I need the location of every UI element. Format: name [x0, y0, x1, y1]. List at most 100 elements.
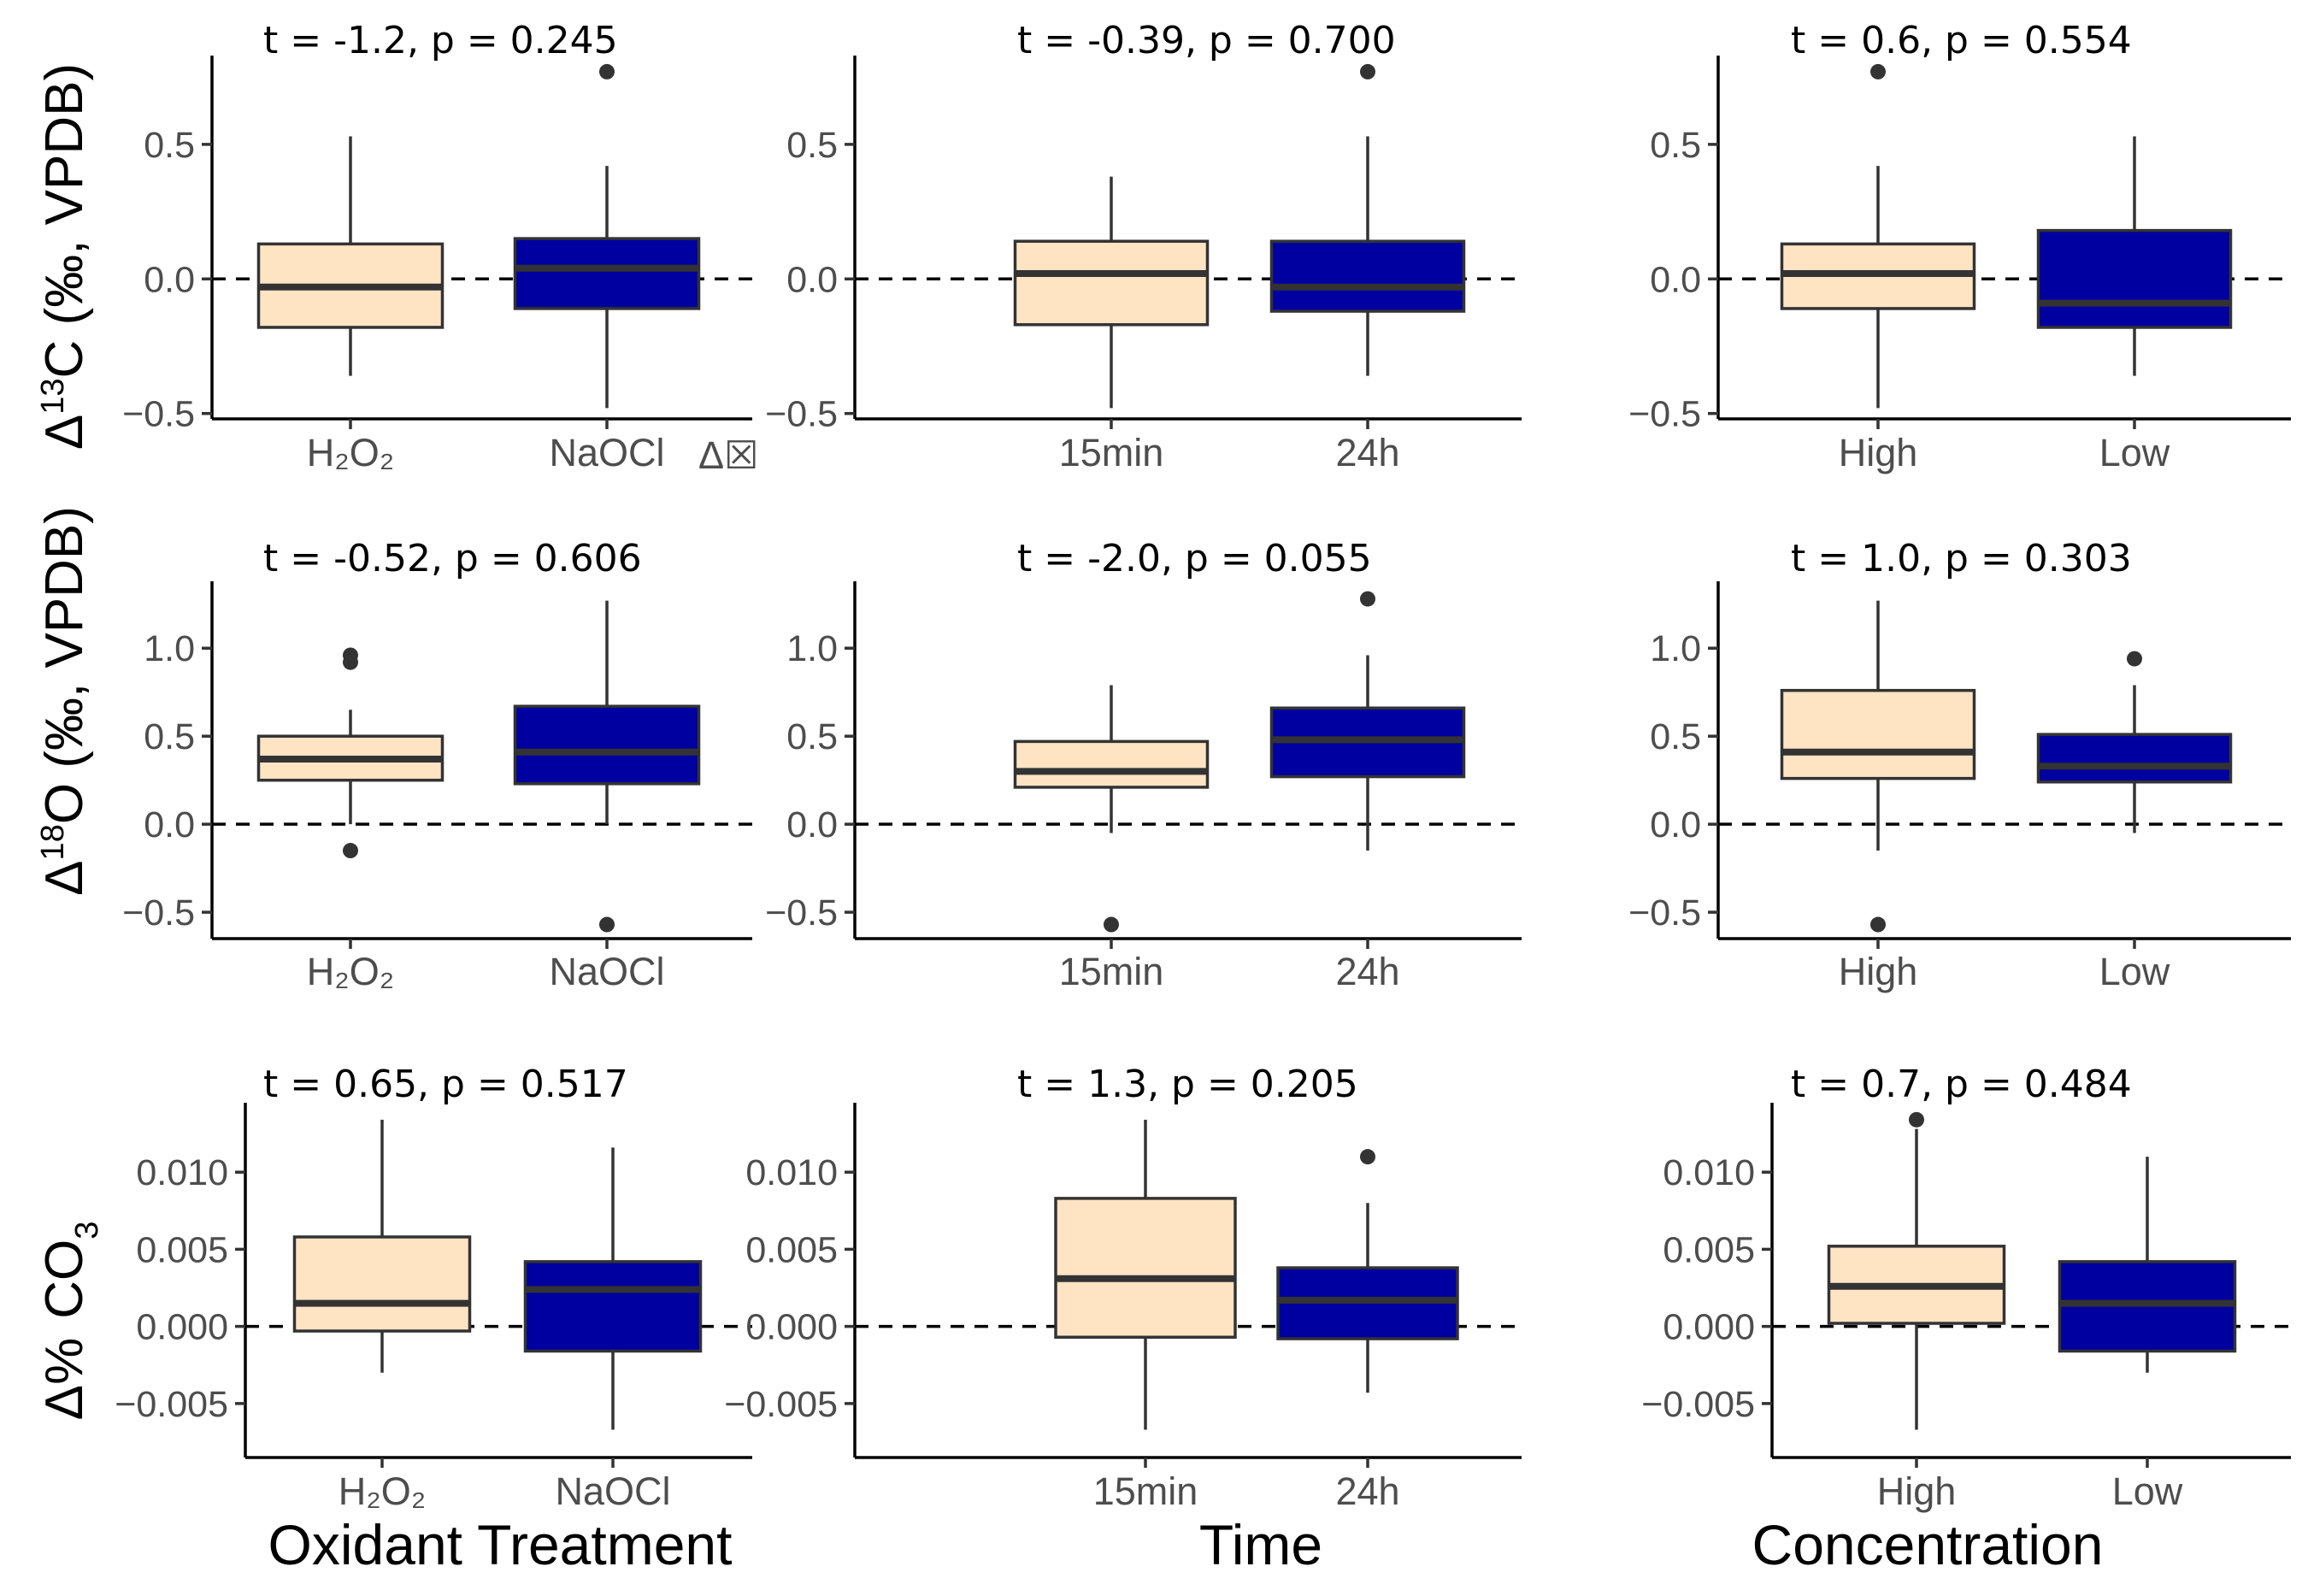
- x-category-label: NaOCl: [555, 1469, 670, 1513]
- panel-r2-c1: −0.5 0.0 0.5 1.0 H₂O₂ NaOCl t = -0.52, p = 0.6…: [122, 537, 752, 993]
- y-tick-label: 0.010: [745, 1152, 838, 1193]
- row2-y-axis-title: Δ18O (‰, VPDB): [35, 506, 94, 896]
- iqr-box: [2036, 733, 2233, 784]
- box-2: [1276, 1149, 1459, 1393]
- box-2: [2036, 136, 2233, 376]
- stat-annotation: t = 0.65, p = 0.517: [263, 1063, 628, 1106]
- outlier-point: [1870, 916, 1886, 933]
- y-tick-label: −0.005: [115, 1384, 228, 1425]
- y-tick-label: 0.0: [786, 804, 838, 845]
- iqr-box: [523, 1260, 703, 1353]
- iqr-box: [1780, 688, 1976, 780]
- y-tick-label: 0.5: [786, 125, 838, 166]
- panel-r2-c2: −0.5 0.0 0.5 1.0 15min 24h t = -2.0, p = 0.055: [765, 537, 1522, 993]
- x-category-label: NaOCl: [549, 431, 664, 474]
- panel-r2-c3: −0.5 0.0 0.5 1.0 High Low t = 1.0, p = 0.303: [1628, 537, 2291, 993]
- outlier-point: [1360, 1149, 1375, 1165]
- box-2: [513, 600, 701, 933]
- panel-r3-c1: −0.005 0.000 0.005 0.010 H₂O₂ NaOCl t = 0.65, …: [115, 1063, 752, 1513]
- iqr-box: [513, 704, 701, 786]
- stat-annotation: t = -0.39, p = 0.700: [1017, 19, 1396, 62]
- y-tick-label: −0.5: [765, 394, 838, 435]
- box-1: [1013, 176, 1210, 409]
- iqr-box: [1013, 239, 1210, 327]
- y-tick-label: 0.000: [1663, 1307, 1755, 1348]
- stat-annotation: t = 1.0, p = 0.303: [1791, 537, 2132, 580]
- box-1: [1054, 1119, 1237, 1430]
- y-tick-label: −0.005: [724, 1384, 838, 1425]
- y-tick-label: 1.0: [786, 628, 838, 669]
- y-tick-label: 1.0: [1650, 628, 1701, 669]
- x-category-label: Low: [2099, 950, 2170, 993]
- x-category-label: NaOCl: [549, 950, 664, 993]
- iqr-box: [1269, 239, 1466, 313]
- row3-y-axis-title: Δ%CO3: [35, 1222, 105, 1421]
- y-tick-label: 0.5: [1650, 716, 1701, 757]
- y-tick-label: −0.5: [765, 892, 838, 933]
- panel-r3-c2: −0.005 0.000 0.005 0.010 15min 24h t = 1.3, p …: [724, 1063, 1522, 1513]
- y-tick-label: −0.5: [122, 892, 195, 933]
- x-category-label: Low: [2099, 431, 2170, 474]
- box-1: [1827, 1111, 2006, 1430]
- stat-annotation: t = 1.3, p = 0.205: [1017, 1063, 1358, 1106]
- box-1: [1780, 63, 1976, 409]
- outlier-point: [343, 654, 358, 670]
- y-tick-label: 0.5: [786, 716, 838, 757]
- panel-r1-c1: −0.5 0.0 0.5 H₂O₂ NaOCl t = -1.2, p = 0.245: [122, 19, 752, 474]
- x-category-label: H₂O₂: [307, 431, 394, 474]
- panel-r3-c3: −0.005 0.000 0.005 0.010 High Low t = 0.7, p =…: [1641, 1063, 2291, 1513]
- box-2: [1269, 63, 1466, 376]
- outlier-point: [1104, 916, 1119, 933]
- y-tick-label: 0.000: [136, 1307, 228, 1348]
- y-tick-label: 0.5: [144, 716, 195, 757]
- col3-x-axis-title: Concentration: [1752, 1513, 2104, 1576]
- x-category-label: High: [1839, 950, 1918, 993]
- x-category-label: 15min: [1059, 950, 1164, 993]
- outlier-point: [1360, 591, 1375, 607]
- outlier-point: [1360, 63, 1375, 80]
- panel-r1-c2: −0.5 0.0 0.5 15min 24h t = -0.39, p = 0.700: [765, 19, 1522, 474]
- stat-annotation: t = 0.6, p = 0.554: [1791, 19, 2132, 62]
- stat-annotation: t = 0.7, p = 0.484: [1791, 1063, 2132, 1106]
- y-tick-label: 0.005: [1663, 1229, 1755, 1270]
- box-2: [513, 63, 701, 409]
- y-tick-label: 0.0: [144, 259, 195, 300]
- x-category-label: High: [1839, 431, 1918, 474]
- y-tick-label: 1.0: [144, 628, 195, 669]
- stat-annotation: t = -0.52, p = 0.606: [263, 537, 642, 580]
- stat-annotation: t = -2.0, p = 0.055: [1017, 537, 1372, 580]
- x-category-label: H₂O₂: [339, 1469, 426, 1513]
- y-tick-label: 0.0: [1650, 259, 1701, 300]
- x-category-label: H₂O₂: [307, 950, 394, 993]
- y-tick-label: −0.5: [122, 394, 195, 435]
- x-category-label: 15min: [1093, 1469, 1198, 1513]
- y-tick-label: −0.5: [1628, 892, 1701, 933]
- box-2: [2058, 1157, 2237, 1373]
- y-tick-label: 0.010: [1663, 1152, 1755, 1193]
- y-tick-label: 0.005: [136, 1229, 228, 1270]
- x-category-label: Low: [2112, 1469, 2183, 1513]
- y-tick-label: −0.5: [1628, 394, 1701, 435]
- x-category-label: 15min: [1059, 431, 1164, 474]
- x-category-label: High: [1877, 1469, 1957, 1513]
- y-tick-label: −0.005: [1641, 1384, 1755, 1425]
- col2-x-axis-title: Time: [1199, 1513, 1322, 1576]
- box-2: [2036, 651, 2233, 833]
- outlier-point: [1909, 1111, 1924, 1128]
- outlier-point: [599, 63, 615, 80]
- box-1: [256, 647, 445, 859]
- stray-label: Δ☒: [698, 433, 758, 477]
- col1-x-axis-title: Oxidant Treatment: [268, 1513, 733, 1576]
- outlier-point: [343, 843, 358, 859]
- y-tick-label: 0.0: [144, 804, 195, 845]
- stat-annotation: t = -1.2, p = 0.245: [263, 19, 618, 62]
- box-2: [1269, 591, 1466, 851]
- y-tick-label: 0.5: [144, 125, 195, 166]
- iqr-box: [513, 237, 701, 310]
- row1-y-axis-title: Δ13C (‰, VPDB): [35, 63, 94, 450]
- outlier-point: [599, 916, 615, 933]
- iqr-box: [2036, 228, 2233, 329]
- iqr-box: [1013, 739, 1210, 789]
- iqr-box: [292, 1235, 472, 1333]
